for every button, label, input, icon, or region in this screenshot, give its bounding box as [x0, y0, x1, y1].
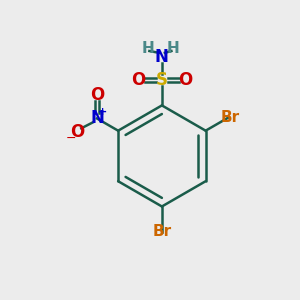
Text: −: −	[66, 132, 76, 145]
Text: +: +	[98, 107, 108, 117]
Text: O: O	[70, 123, 85, 141]
Text: N: N	[155, 48, 169, 66]
Text: H: H	[141, 41, 154, 56]
Text: S: S	[156, 71, 168, 89]
Text: O: O	[90, 86, 104, 104]
Text: O: O	[178, 71, 192, 89]
Text: N: N	[90, 110, 104, 128]
Text: H: H	[167, 41, 180, 56]
Text: Br: Br	[220, 110, 239, 125]
Text: Br: Br	[152, 224, 172, 239]
Text: O: O	[132, 71, 146, 89]
